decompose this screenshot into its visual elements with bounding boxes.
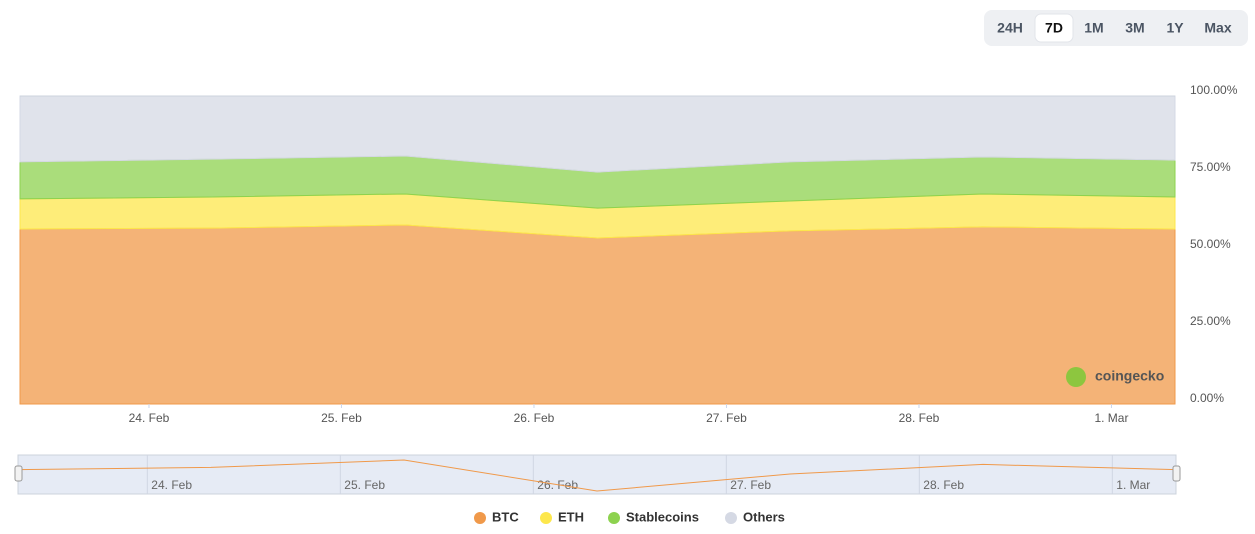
range-button[interactable]: 24H: [997, 20, 1023, 36]
x-tick-label: 1. Mar: [1094, 411, 1128, 425]
navigator: [17, 454, 1177, 495]
legend-marker[interactable]: [474, 512, 486, 524]
legend-marker[interactable]: [540, 512, 552, 524]
legend-label[interactable]: Others: [743, 509, 785, 524]
x-tick-label: 25. Feb: [321, 411, 362, 425]
logo-icon: [1066, 367, 1086, 387]
y-tick-label: 0.00%: [1190, 391, 1224, 405]
range-button[interactable]: 3M: [1125, 20, 1144, 36]
range-button[interactable]: 7D: [1045, 20, 1063, 36]
range-button[interactable]: Max: [1204, 20, 1231, 36]
navigator-tick-label: 24. Feb: [151, 478, 192, 492]
x-tick-label: 24. Feb: [129, 411, 170, 425]
x-tick-label: 26. Feb: [514, 411, 555, 425]
navigator-handle[interactable]: [14, 465, 23, 482]
area: [19, 224, 1176, 405]
y-tick-label: 25.00%: [1190, 314, 1231, 328]
range-button[interactable]: 1M: [1084, 20, 1103, 36]
y-tick-label: 100.00%: [1190, 83, 1238, 97]
range-button[interactable]: 1Y: [1166, 20, 1184, 36]
legend-label[interactable]: BTC: [492, 509, 519, 524]
navigator-tick-label: 25. Feb: [344, 478, 385, 492]
navigator-tick-label: 28. Feb: [923, 478, 964, 492]
legend-marker[interactable]: [608, 512, 620, 524]
legend-label[interactable]: Stablecoins: [626, 509, 699, 524]
navigator-tick-label: 1. Mar: [1116, 478, 1150, 492]
y-tick-label: 75.00%: [1190, 160, 1231, 174]
watermark: coingecko: [1095, 368, 1164, 384]
range-button-selected[interactable]: [1034, 13, 1074, 43]
navigator-line: [17, 459, 1177, 492]
legend-label[interactable]: ETH: [558, 509, 584, 524]
y-tick-label: 50.00%: [1190, 237, 1231, 251]
legend-marker[interactable]: [725, 512, 737, 524]
x-tick-label: 28. Feb: [899, 411, 940, 425]
navigator-tick-label: 27. Feb: [730, 478, 771, 492]
navigator-handle[interactable]: [1172, 465, 1181, 482]
x-tick-label: 27. Feb: [706, 411, 747, 425]
